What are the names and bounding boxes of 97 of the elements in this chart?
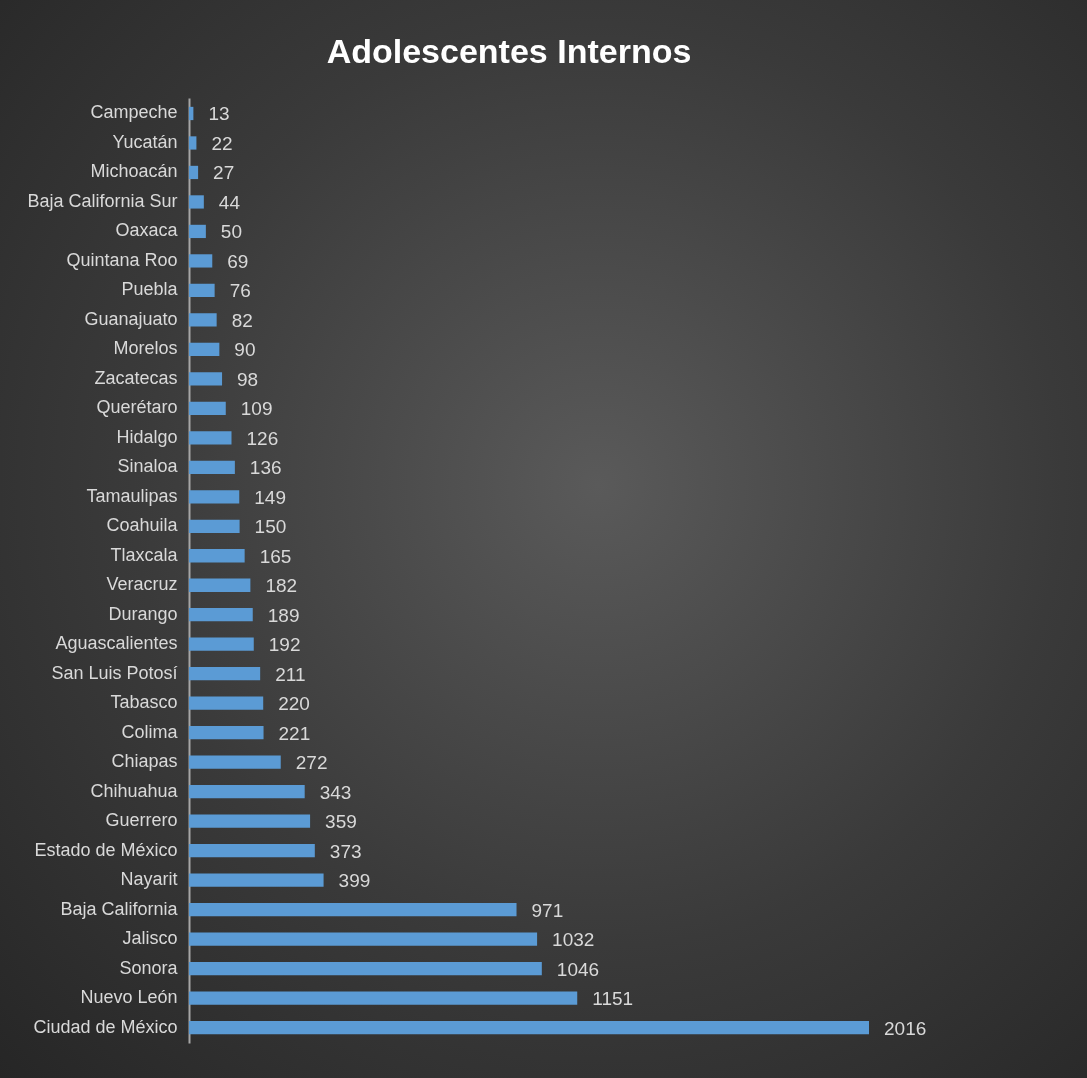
bar xyxy=(189,224,206,239)
bar xyxy=(189,313,217,327)
bar xyxy=(189,106,194,121)
y-tick-label: Coahuila xyxy=(106,515,179,536)
chart-title: Adolescentes Internos xyxy=(326,32,692,70)
bar xyxy=(189,814,311,828)
y-tick-label: Hidalgo xyxy=(116,426,178,447)
bar xyxy=(189,136,197,150)
bar xyxy=(189,637,254,651)
y-tick-label: Quintana Roo xyxy=(66,249,178,270)
y-tick-label: Estado de México xyxy=(34,839,178,860)
bar xyxy=(189,755,281,769)
bar xyxy=(189,932,538,946)
y-tick-label: Querétaro xyxy=(96,397,178,418)
y-tick-label: Yucatán xyxy=(112,131,178,152)
y-tick-label: Ciudad de México xyxy=(33,1016,178,1037)
bar xyxy=(189,401,226,415)
data-label: 69 xyxy=(227,250,249,272)
y-tick-label: Guerrero xyxy=(105,810,178,831)
data-label: 192 xyxy=(268,634,301,656)
bar xyxy=(189,519,240,533)
data-label: 373 xyxy=(329,840,362,862)
bar xyxy=(189,283,215,298)
data-label: 76 xyxy=(229,280,251,302)
bar xyxy=(189,902,517,917)
bar xyxy=(189,961,542,976)
data-label: 126 xyxy=(246,427,279,449)
bar xyxy=(189,991,578,1005)
y-tick-label: Tlaxcala xyxy=(110,544,179,565)
data-label: 50 xyxy=(220,221,243,243)
y-tick-label: Nayarit xyxy=(120,869,178,890)
bar xyxy=(189,726,264,740)
y-tick-label: Puebla xyxy=(121,279,179,300)
data-label: 211 xyxy=(275,663,306,685)
y-tick-label: Jalisco xyxy=(122,928,178,949)
bar xyxy=(189,578,251,592)
bar xyxy=(189,342,220,356)
bar xyxy=(189,1020,869,1035)
y-tick-label: Tamaulipas xyxy=(86,485,178,506)
bar xyxy=(189,254,213,268)
data-label: 22 xyxy=(211,132,233,154)
y-tick-label: Michoacán xyxy=(90,161,178,182)
data-label: 149 xyxy=(254,486,286,508)
y-tick-label: Aguascalientes xyxy=(55,633,178,654)
y-tick-label: Tabasco xyxy=(110,692,178,713)
data-label: 150 xyxy=(254,516,287,538)
data-label: 971 xyxy=(531,899,564,921)
y-tick-label: Nuevo León xyxy=(80,987,178,1008)
y-tick-label: Morelos xyxy=(113,338,178,359)
data-label: 343 xyxy=(319,781,352,803)
bar xyxy=(189,549,245,563)
y-tick-label: Durango xyxy=(108,603,178,624)
y-tick-label: Colima xyxy=(121,721,179,742)
bar xyxy=(189,195,204,209)
data-label: 359 xyxy=(325,811,357,833)
data-label: 1046 xyxy=(556,958,600,980)
y-tick-label: Oaxaca xyxy=(115,220,179,241)
data-label: 399 xyxy=(338,870,371,892)
y-tick-label: San Luis Potosí xyxy=(51,662,178,683)
y-tick-label: Chiapas xyxy=(111,751,178,772)
bar xyxy=(189,608,253,622)
y-tick-label: Chihuahua xyxy=(90,780,179,801)
y-tick-label: Sonora xyxy=(119,957,179,978)
data-label: 44 xyxy=(218,191,241,213)
bar xyxy=(189,165,199,180)
data-label: 220 xyxy=(278,693,310,715)
bar xyxy=(189,490,240,504)
y-tick-label: Veracruz xyxy=(106,574,178,595)
bar xyxy=(189,431,232,445)
bar xyxy=(189,696,264,710)
data-label: 1032 xyxy=(552,929,595,951)
bar xyxy=(189,460,235,474)
data-label: 27 xyxy=(213,162,235,184)
bar xyxy=(189,785,305,799)
y-tick-label: Baja California xyxy=(60,898,179,919)
bar xyxy=(189,667,261,681)
data-label: 98 xyxy=(237,368,259,390)
y-tick-label: Zacatecas xyxy=(94,367,178,388)
data-label: 221 xyxy=(278,722,311,744)
bar xyxy=(189,843,315,858)
y-tick-label: Guanajuato xyxy=(84,308,178,329)
data-label: 189 xyxy=(267,604,300,626)
data-label: 109 xyxy=(240,398,273,420)
data-label: 136 xyxy=(249,457,282,479)
y-tick-label: Campeche xyxy=(90,102,178,123)
data-label: 2016 xyxy=(884,1017,927,1039)
data-label: 1151 xyxy=(592,988,634,1010)
data-label: 90 xyxy=(234,339,256,361)
bar xyxy=(189,873,324,887)
data-label: 182 xyxy=(265,575,298,597)
data-label: 165 xyxy=(259,545,292,567)
data-label: 13 xyxy=(208,103,230,125)
data-label: 82 xyxy=(231,309,253,331)
data-label: 272 xyxy=(295,752,328,774)
y-tick-label: Baja California Sur xyxy=(27,190,178,211)
y-tick-label: Sinaloa xyxy=(117,456,179,477)
bar xyxy=(189,372,223,386)
